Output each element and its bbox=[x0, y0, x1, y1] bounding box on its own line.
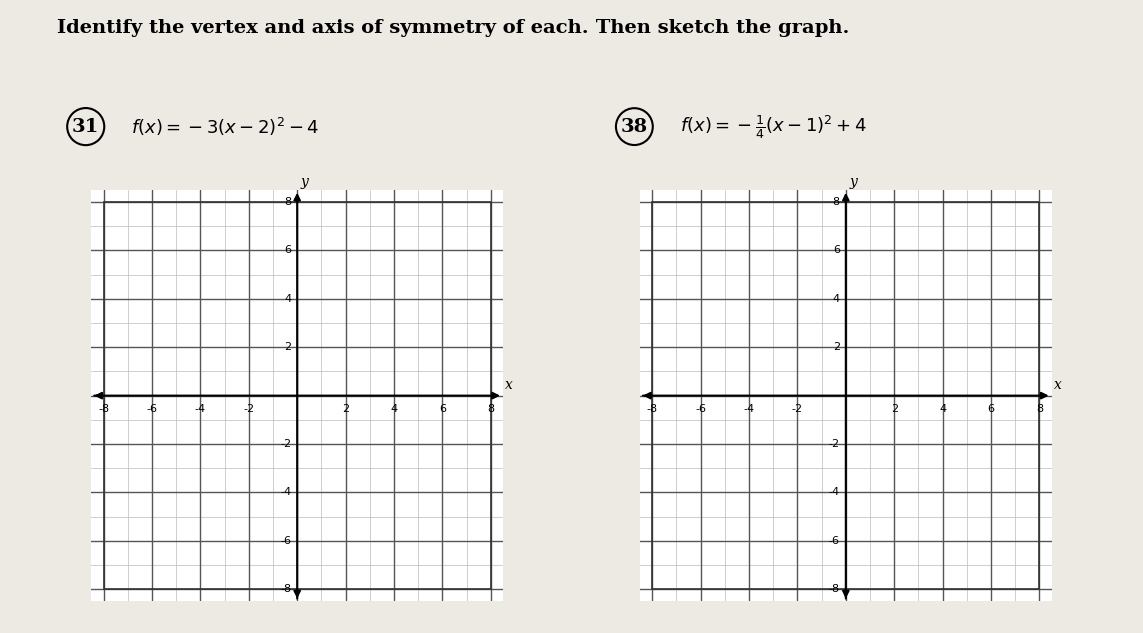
Text: x: x bbox=[1054, 378, 1062, 392]
Text: -8: -8 bbox=[829, 584, 840, 594]
Text: y: y bbox=[849, 175, 857, 189]
Text: 2: 2 bbox=[890, 404, 897, 414]
Text: 6: 6 bbox=[285, 246, 291, 255]
Text: 8: 8 bbox=[1036, 404, 1044, 414]
Text: $f(x) = -3(x-2)^2 - 4$: $f(x) = -3(x-2)^2 - 4$ bbox=[131, 116, 320, 137]
Text: -4: -4 bbox=[743, 404, 754, 414]
Text: -6: -6 bbox=[146, 404, 158, 414]
Text: -2: -2 bbox=[243, 404, 255, 414]
Text: -2: -2 bbox=[792, 404, 804, 414]
Text: -6: -6 bbox=[829, 536, 840, 546]
Text: 8: 8 bbox=[283, 197, 291, 207]
Text: 8: 8 bbox=[487, 404, 495, 414]
Text: 2: 2 bbox=[283, 342, 291, 352]
Text: -4: -4 bbox=[194, 404, 206, 414]
Text: 38: 38 bbox=[621, 118, 648, 135]
Text: -6: -6 bbox=[695, 404, 706, 414]
Text: -4: -4 bbox=[280, 487, 291, 498]
Text: y: y bbox=[301, 175, 309, 189]
Text: 6: 6 bbox=[988, 404, 994, 414]
Text: 31: 31 bbox=[72, 118, 99, 135]
Text: -2: -2 bbox=[280, 439, 291, 449]
Text: -8: -8 bbox=[647, 404, 657, 414]
Text: $f(x) = -\frac{1}{4}(x-1)^2 + 4$: $f(x) = -\frac{1}{4}(x-1)^2 + 4$ bbox=[680, 113, 868, 141]
Text: -4: -4 bbox=[829, 487, 840, 498]
Text: Then sketch the graph.: Then sketch the graph. bbox=[589, 19, 849, 37]
Text: 2: 2 bbox=[342, 404, 349, 414]
Text: -2: -2 bbox=[829, 439, 840, 449]
Text: x: x bbox=[505, 378, 513, 392]
Text: 6: 6 bbox=[833, 246, 840, 255]
Text: 2: 2 bbox=[832, 342, 840, 352]
Text: 4: 4 bbox=[283, 294, 291, 304]
Text: 8: 8 bbox=[832, 197, 840, 207]
Text: Identify the vertex and axis of symmetry of each.: Identify the vertex and axis of symmetry… bbox=[57, 19, 589, 37]
Text: -8: -8 bbox=[98, 404, 109, 414]
Text: -8: -8 bbox=[280, 584, 291, 594]
Text: -6: -6 bbox=[280, 536, 291, 546]
Text: 6: 6 bbox=[439, 404, 446, 414]
Text: 4: 4 bbox=[940, 404, 946, 414]
Text: 4: 4 bbox=[832, 294, 840, 304]
Text: 4: 4 bbox=[391, 404, 398, 414]
